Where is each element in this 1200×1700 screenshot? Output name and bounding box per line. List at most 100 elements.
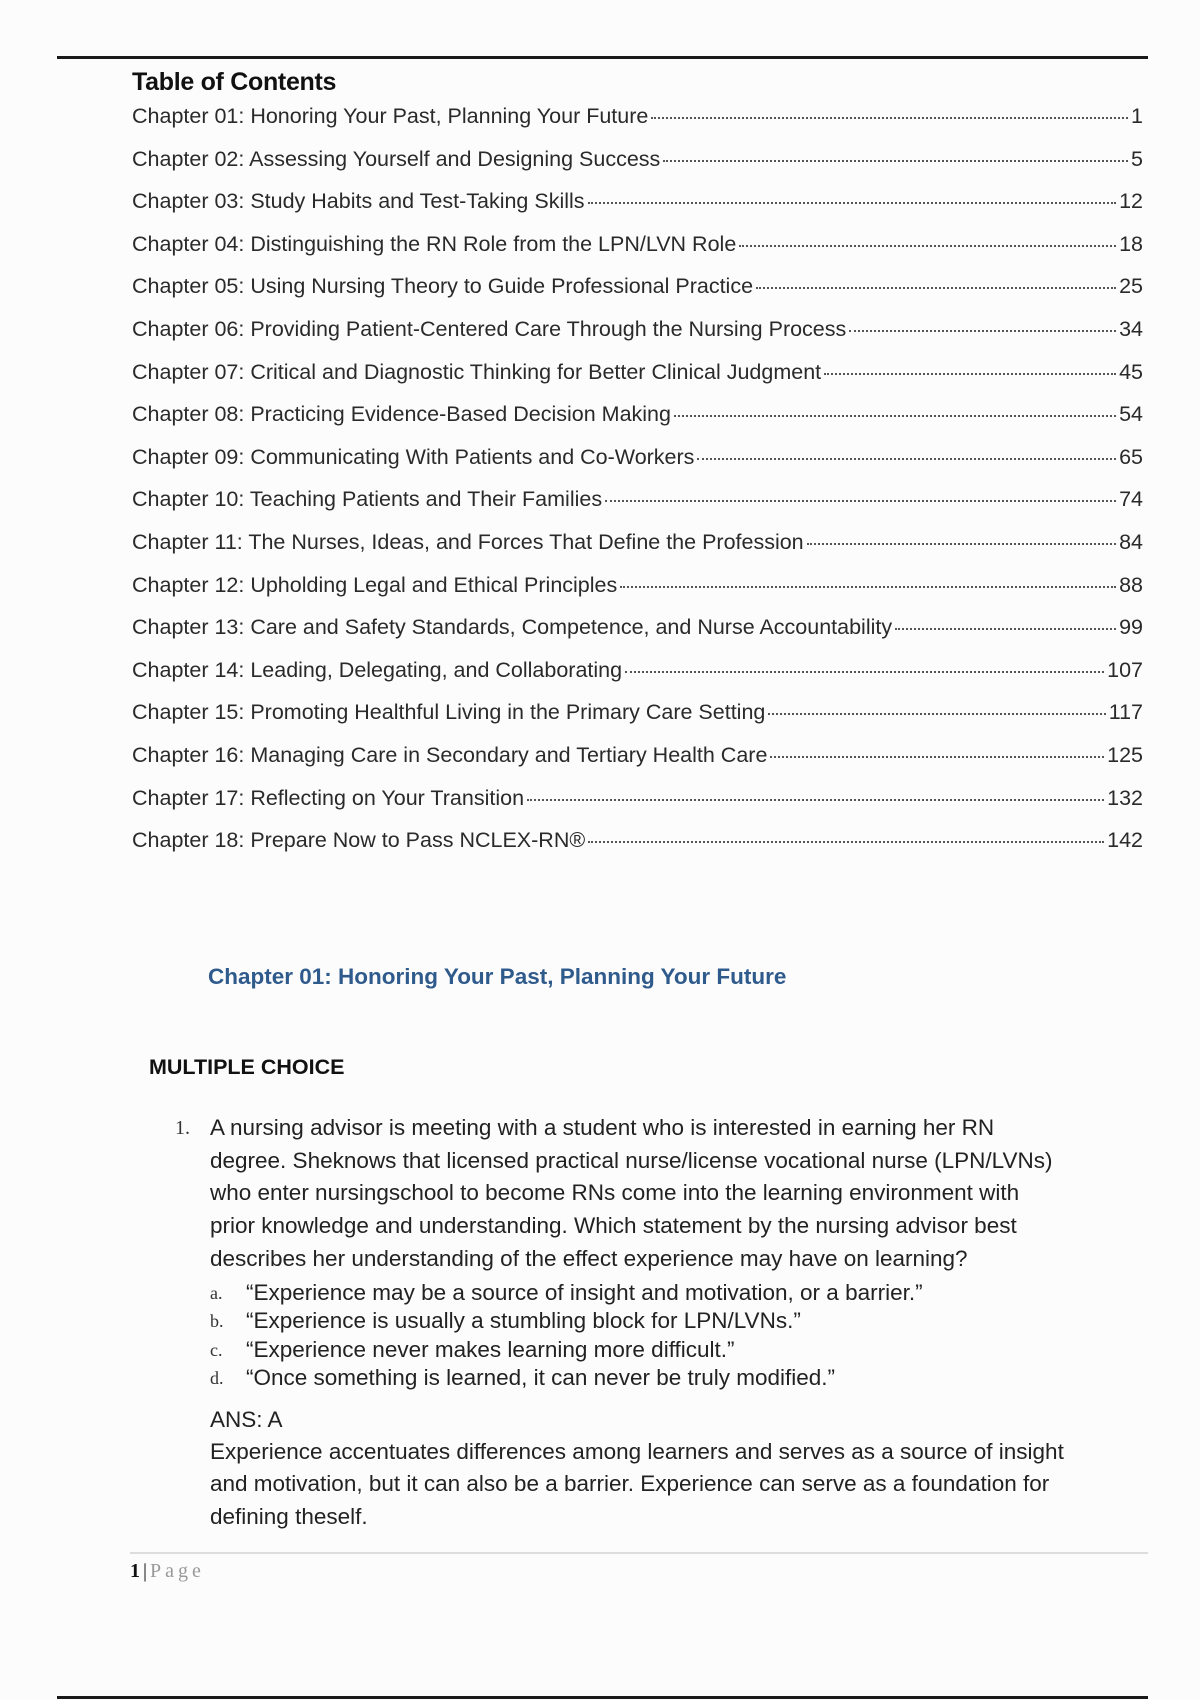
page-footer: 1 | Page [130,1560,205,1583]
toc-entry-page: 132 [1107,785,1143,810]
toc-entry-page: 65 [1119,444,1143,469]
toc-leader-dots [739,244,1117,247]
toc-leader-dots [697,457,1117,460]
toc-leader-dots [625,670,1105,673]
toc-entry[interactable]: Chapter 18: Prepare Now to Pass NCLEX-RN… [132,828,1143,853]
question-number: 1. [175,1117,190,1139]
toc-entry[interactable]: Chapter 10: Teaching Patients and Their … [132,487,1143,512]
toc-entry-page: 18 [1119,231,1143,256]
rationale-line: defining theself. [210,1503,368,1529]
question-text-line: degree. Sheknows that licensed practical… [210,1147,1053,1173]
toc-entry[interactable]: Chapter 12: Upholding Legal and Ethical … [132,573,1143,598]
question-text-line: A nursing advisor is meeting with a stud… [210,1115,995,1140]
toc-leader-dots [770,756,1105,758]
option-letter: a. [210,1283,223,1303]
chapter-heading: Chapter 01: Honoring Your Past, Planning… [208,964,787,989]
top-rule [57,56,1148,59]
section-heading: MULTIPLE CHOICE [149,1055,345,1079]
toc-entry-label: Chapter 18: Prepare Now to Pass NCLEX-RN… [132,828,586,853]
footer-separator: | [143,1560,148,1582]
toc-entry-label: Chapter 08: Practicing Evidence-Based De… [132,402,671,427]
option-text: “Experience is usually a stumbling block… [246,1308,801,1334]
toc-entry-label: Chapter 03: Study Habits and Test-Taking… [132,189,585,214]
toc-entry-page: 25 [1119,274,1143,299]
option-letter: d. [210,1367,224,1388]
rationale-line: Experience accentuates differences among… [210,1439,1064,1464]
page-label: Page [150,1560,205,1582]
answer-key: ANS: A [210,1407,283,1432]
option-letter: c. [210,1339,223,1360]
toc-entry[interactable]: Chapter 05: Using Nursing Theory to Guid… [132,274,1143,299]
option-letter: b. [210,1311,224,1332]
question-text-line: prior knowledge and understanding. Which… [210,1213,1017,1239]
toc-leader-dots [587,202,1117,205]
toc-entry[interactable]: Chapter 03: Study Habits and Test-Taking… [132,189,1143,214]
toc-entry[interactable]: Chapter 17: Reflecting on Your Transitio… [132,786,1143,811]
toc-entry[interactable]: Chapter 09: Communicating With Patients … [132,445,1143,470]
toc-leader-dots [527,798,1105,801]
toc-entry[interactable]: Chapter 11: The Nurses, Ideas, and Force… [132,530,1143,555]
toc-leader-dots [673,415,1117,418]
footer-rule [130,1552,1148,1554]
toc-entry-label: Chapter 17: Reflecting on Your Transitio… [132,785,525,810]
toc-entry-page: 5 [1131,146,1143,171]
toc-entry[interactable]: Chapter 08: Practicing Evidence-Based De… [132,402,1143,427]
toc-entry-page: 74 [1119,487,1143,512]
toc-entry-page: 1 [1131,104,1143,128]
toc-entry-page: 54 [1119,402,1143,427]
toc-entry-label: Chapter 15: Promoting Healthful Living i… [132,700,766,725]
toc-entry[interactable]: Chapter 01: Honoring Your Past, Planning… [132,104,1143,129]
toc-entry[interactable]: Chapter 04: Distinguishing the RN Role f… [132,232,1143,257]
toc-entry-page: 99 [1119,615,1143,640]
toc-entry-page: 117 [1108,700,1143,725]
toc-entry[interactable]: Chapter 07: Critical and Diagnostic Thin… [132,360,1143,385]
page-number: 1 [130,1560,140,1582]
toc-entry-label: Chapter 13: Care and Safety Standards, C… [132,615,893,640]
option-text: “Experience may be a source of insight a… [246,1280,923,1305]
toc-leader-dots [588,841,1105,844]
toc-entry-label: Chapter 16: Managing Care in Secondary a… [132,743,768,767]
toc-entry-label: Chapter 14: Leading, Delegating, and Col… [132,657,623,682]
toc-leader-dots [756,287,1117,290]
toc-entry-label: Chapter 05: Using Nursing Theory to Guid… [132,274,754,299]
toc-leader-dots [824,372,1117,375]
toc-leader-dots [663,159,1129,162]
toc-leader-dots [651,117,1129,119]
toc-entry-page: 142 [1107,828,1143,853]
toc-leader-dots [605,500,1117,503]
toc-entry-page: 45 [1119,359,1143,384]
toc-entry[interactable]: Chapter 06: Providing Patient-Centered C… [132,317,1143,342]
toc-entry-label: Chapter 04: Distinguishing the RN Role f… [132,231,737,256]
toc-title: Table of Contents [132,68,337,96]
toc-entry[interactable]: Chapter 16: Managing Care in Secondary a… [132,743,1143,768]
toc-entry-label: Chapter 06: Providing Patient-Centered C… [132,317,847,341]
toc-leader-dots [768,713,1106,716]
toc-leader-dots [895,628,1117,631]
toc-leader-dots [620,585,1117,588]
toc-entry-label: Chapter 07: Critical and Diagnostic Thin… [132,359,822,384]
toc-entry[interactable]: Chapter 13: Care and Safety Standards, C… [132,615,1143,640]
toc-entry-label: Chapter 02: Assessing Yourself and Desig… [132,146,661,171]
toc-entry-label: Chapter 09: Communicating With Patients … [132,444,695,469]
toc-entry-page: 125 [1107,743,1143,767]
toc-entry-page: 88 [1119,572,1143,597]
toc-entry[interactable]: Chapter 14: Leading, Delegating, and Col… [132,658,1143,683]
rationale-line: and motivation, but it can also be a bar… [210,1471,1050,1497]
toc-entry-label: Chapter 10: Teaching Patients and Their … [132,487,603,512]
toc-entry-label: Chapter 12: Upholding Legal and Ethical … [132,572,618,597]
toc-leader-dots [849,330,1117,332]
toc-leader-dots [806,543,1117,545]
bottom-rule [57,1696,1148,1699]
toc-entry[interactable]: Chapter 15: Promoting Healthful Living i… [132,700,1143,725]
toc-entry[interactable]: Chapter 02: Assessing Yourself and Desig… [132,147,1143,172]
toc-entry-page: 107 [1107,657,1143,682]
toc-entry-page: 12 [1119,189,1143,214]
toc-entry-page: 34 [1119,317,1143,341]
option-text: “Once something is learned, it can never… [246,1364,836,1390]
question-text-line: who enter nursingschool to become RNs co… [210,1180,1020,1206]
toc-entry-label: Chapter 01: Honoring Your Past, Planning… [132,104,649,128]
toc-entry-label: Chapter 11: The Nurses, Ideas, and Force… [132,530,804,554]
option-text: “Experience never makes learning more di… [246,1336,735,1362]
toc-entry-page: 84 [1119,530,1143,554]
question-text-line: describes her understanding of the effec… [210,1245,968,1271]
